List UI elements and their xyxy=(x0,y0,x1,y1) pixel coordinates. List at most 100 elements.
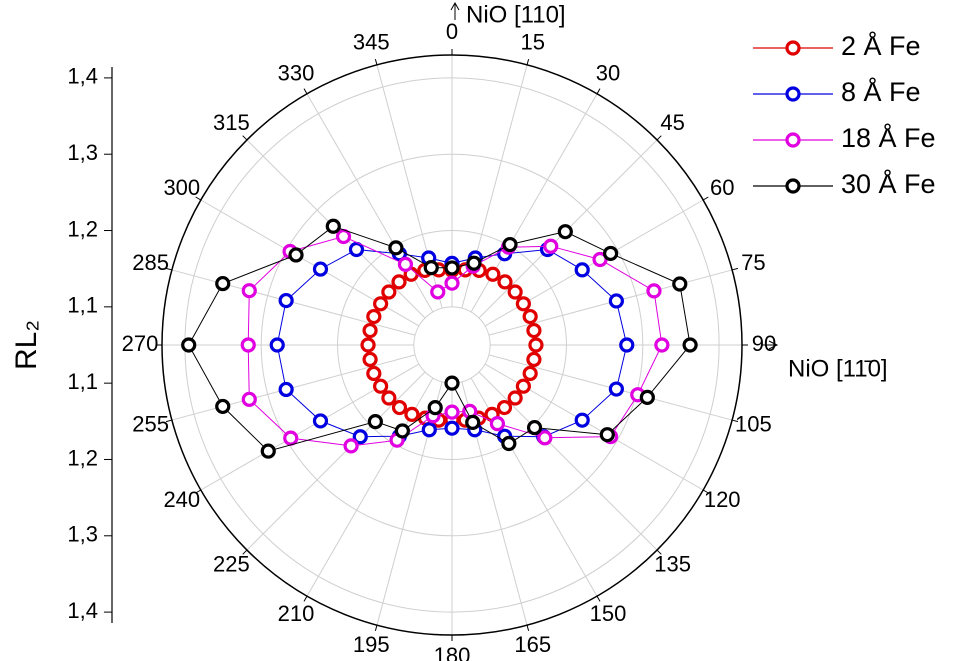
data-point xyxy=(430,284,446,300)
data-point xyxy=(489,416,506,432)
data-point xyxy=(391,274,407,290)
data-point xyxy=(397,256,414,272)
data-point xyxy=(373,296,389,312)
r-tick-label: 1,4 xyxy=(67,64,98,89)
legend-label: 8 Å Fe xyxy=(841,76,921,107)
theta-tick xyxy=(656,549,662,555)
data-point xyxy=(485,266,501,282)
theta-tick-label: 0 xyxy=(446,19,458,44)
data-point xyxy=(215,275,231,292)
data-point xyxy=(574,412,590,428)
data-point xyxy=(362,351,378,368)
theta-tick xyxy=(303,595,308,602)
annotation: NiO [110] xyxy=(466,1,566,28)
data-point xyxy=(528,337,544,353)
theta-tick xyxy=(596,88,601,95)
data-point xyxy=(444,420,460,436)
grid-spoke xyxy=(171,269,416,336)
data-point xyxy=(269,337,285,353)
theta-tick-label: 45 xyxy=(660,110,684,135)
theta-tick-label: 210 xyxy=(278,601,315,626)
data-point xyxy=(444,275,460,291)
theta-tick xyxy=(731,419,739,423)
r-tick-label: 1,2 xyxy=(67,216,98,241)
theta-tick xyxy=(702,196,709,201)
theta-tick-label: 345 xyxy=(353,29,390,54)
data-point xyxy=(352,429,368,445)
data-point xyxy=(381,284,397,300)
data-point xyxy=(603,245,619,262)
theta-tick xyxy=(303,88,308,95)
theta-tick-label: 195 xyxy=(353,632,390,657)
theta-tick xyxy=(242,135,248,141)
data-point xyxy=(348,241,365,258)
data-point xyxy=(335,228,352,245)
theta-tick-label: 315 xyxy=(213,110,250,135)
theta-tick xyxy=(656,135,662,141)
theta-tick-label: 225 xyxy=(213,551,250,576)
data-point xyxy=(608,293,624,309)
legend-label: 18 Å Fe xyxy=(841,122,936,153)
grid-circle xyxy=(413,306,491,384)
data-point xyxy=(537,430,553,446)
data-point xyxy=(241,391,257,407)
data-point xyxy=(421,422,437,438)
theta-tick xyxy=(731,267,739,271)
theta-tick-label: 15 xyxy=(521,29,545,54)
data-point xyxy=(507,390,523,406)
legend-marker xyxy=(785,178,801,194)
data-point xyxy=(466,255,482,271)
data-point xyxy=(444,375,460,391)
data-point xyxy=(366,308,382,325)
data-point xyxy=(507,284,523,300)
data-point xyxy=(682,337,698,353)
y-axis-label: RL₂ xyxy=(10,320,43,370)
data-point xyxy=(325,218,341,234)
data-point xyxy=(240,337,256,353)
theta-tick-label: 255 xyxy=(132,412,169,437)
data-point xyxy=(515,378,531,394)
theta-tick-label: 330 xyxy=(278,61,315,86)
theta-tick-label: 150 xyxy=(590,601,627,626)
data-point xyxy=(388,240,404,256)
data-point xyxy=(522,308,538,325)
data-point xyxy=(278,381,294,398)
data-point xyxy=(444,404,460,420)
data-point xyxy=(366,365,382,382)
theta-tick-label: 120 xyxy=(704,487,741,512)
data-point xyxy=(501,435,517,452)
data-point xyxy=(367,414,383,430)
arrow xyxy=(762,340,779,350)
data-point xyxy=(391,399,408,416)
theta-tick xyxy=(702,489,709,494)
theta-tick xyxy=(195,196,202,201)
r-tick-label: 1,1 xyxy=(67,293,98,318)
theta-tick xyxy=(165,419,173,423)
data-point xyxy=(526,419,543,436)
grid-spoke xyxy=(171,354,416,421)
theta-tick-label: 75 xyxy=(741,250,765,275)
data-point xyxy=(496,399,513,416)
data-point xyxy=(241,283,257,299)
data-point xyxy=(312,261,329,277)
theta-tick xyxy=(526,624,530,632)
data-point xyxy=(288,247,304,263)
data-point xyxy=(362,322,378,339)
data-point xyxy=(515,296,531,312)
theta-tick-label: 180 xyxy=(434,643,471,661)
legend-label: 2 Å Fe xyxy=(841,30,921,61)
theta-tick xyxy=(374,58,378,66)
data-point xyxy=(360,337,376,353)
theta-tick-label: 300 xyxy=(163,175,200,200)
data-point xyxy=(619,337,635,353)
theta-tick xyxy=(526,58,530,66)
data-point xyxy=(427,400,443,416)
theta-tick-label: 60 xyxy=(710,175,734,200)
theta-tick-label: 285 xyxy=(132,250,169,275)
data-point xyxy=(394,423,410,439)
data-point xyxy=(672,276,688,292)
theta-tick-label: 165 xyxy=(514,632,551,657)
data-point xyxy=(181,337,197,353)
data-point xyxy=(526,322,542,339)
